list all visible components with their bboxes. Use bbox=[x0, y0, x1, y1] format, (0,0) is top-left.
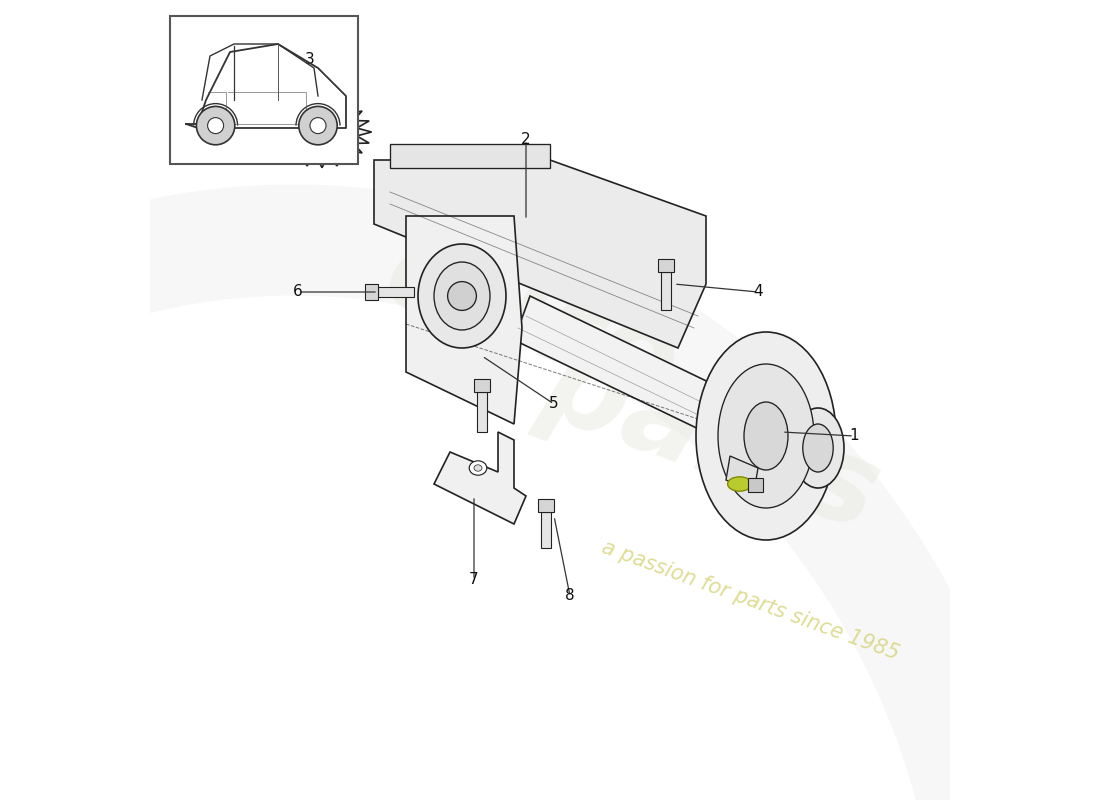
Polygon shape bbox=[374, 160, 706, 348]
Bar bbox=[477, 392, 487, 432]
Circle shape bbox=[310, 118, 326, 134]
Text: a passion for parts since 1985: a passion for parts since 1985 bbox=[598, 537, 901, 663]
Bar bbox=[170, 16, 358, 164]
Ellipse shape bbox=[470, 461, 487, 475]
Bar bbox=[748, 478, 762, 492]
Polygon shape bbox=[406, 216, 522, 424]
Circle shape bbox=[305, 114, 340, 150]
Text: 5: 5 bbox=[549, 397, 559, 411]
Polygon shape bbox=[658, 259, 674, 272]
Ellipse shape bbox=[418, 244, 506, 348]
Ellipse shape bbox=[474, 465, 482, 471]
Polygon shape bbox=[434, 432, 526, 524]
Polygon shape bbox=[538, 499, 554, 512]
Bar bbox=[378, 287, 414, 297]
Ellipse shape bbox=[696, 332, 836, 540]
Ellipse shape bbox=[434, 262, 490, 330]
Ellipse shape bbox=[744, 402, 788, 470]
Text: 2: 2 bbox=[521, 133, 531, 147]
Ellipse shape bbox=[727, 477, 751, 491]
Circle shape bbox=[197, 106, 234, 145]
Text: 8: 8 bbox=[565, 589, 575, 603]
Polygon shape bbox=[390, 144, 550, 168]
Ellipse shape bbox=[803, 424, 833, 472]
Ellipse shape bbox=[792, 408, 844, 488]
Text: 3: 3 bbox=[305, 53, 315, 67]
Text: 6: 6 bbox=[293, 285, 303, 299]
Circle shape bbox=[314, 124, 330, 140]
Text: 1: 1 bbox=[849, 429, 859, 443]
Bar bbox=[661, 272, 671, 310]
Text: euro: euro bbox=[370, 214, 694, 426]
Polygon shape bbox=[474, 379, 490, 392]
Text: parts: parts bbox=[527, 326, 894, 554]
Ellipse shape bbox=[718, 364, 814, 508]
Polygon shape bbox=[365, 284, 378, 300]
Bar bbox=[541, 512, 551, 548]
Text: 4: 4 bbox=[754, 285, 762, 299]
Circle shape bbox=[208, 118, 223, 134]
Circle shape bbox=[448, 282, 476, 310]
Polygon shape bbox=[273, 96, 372, 168]
Circle shape bbox=[299, 106, 338, 145]
Polygon shape bbox=[726, 456, 758, 492]
Polygon shape bbox=[514, 296, 754, 448]
Text: 7: 7 bbox=[470, 573, 478, 587]
